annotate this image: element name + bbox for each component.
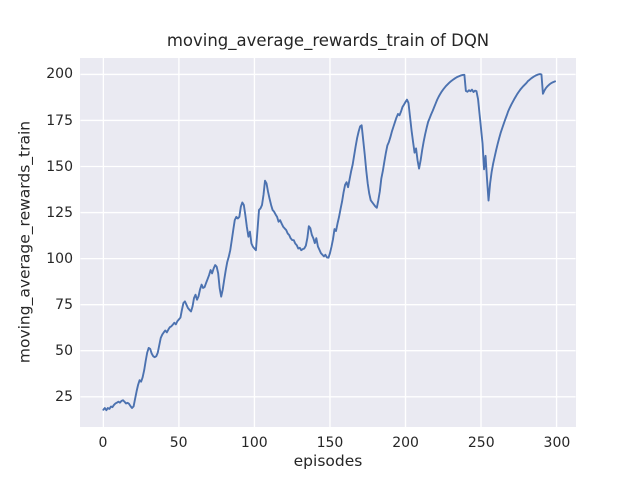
y-tick-label: 200 bbox=[46, 66, 73, 83]
plot-area bbox=[80, 58, 576, 427]
x-tick-label: 250 bbox=[467, 435, 495, 451]
x-tick-label: 0 bbox=[98, 435, 108, 451]
x-tick-label: 300 bbox=[543, 435, 571, 451]
chart-title: moving_average_rewards_train of DQN bbox=[166, 31, 490, 50]
plot-svg bbox=[80, 58, 576, 427]
x-axis-label: episodes bbox=[293, 452, 363, 470]
y-tick-label: 50 bbox=[55, 343, 73, 360]
x-tick-label: 150 bbox=[316, 435, 344, 451]
y-tick-label: 100 bbox=[46, 250, 73, 267]
data-line bbox=[102, 73, 556, 412]
y-tick-label: 125 bbox=[46, 204, 73, 221]
x-tick-label: 200 bbox=[392, 435, 419, 451]
y-tick-label: 175 bbox=[46, 112, 73, 129]
x-tick-label: 100 bbox=[240, 435, 268, 451]
x-tick-label: 50 bbox=[169, 435, 188, 451]
y-axis-label: moving_average_rewards_train bbox=[15, 120, 34, 364]
y-tick-label: 150 bbox=[46, 158, 73, 175]
y-tick-label: 25 bbox=[55, 389, 73, 406]
y-tick-label: 75 bbox=[55, 297, 73, 314]
